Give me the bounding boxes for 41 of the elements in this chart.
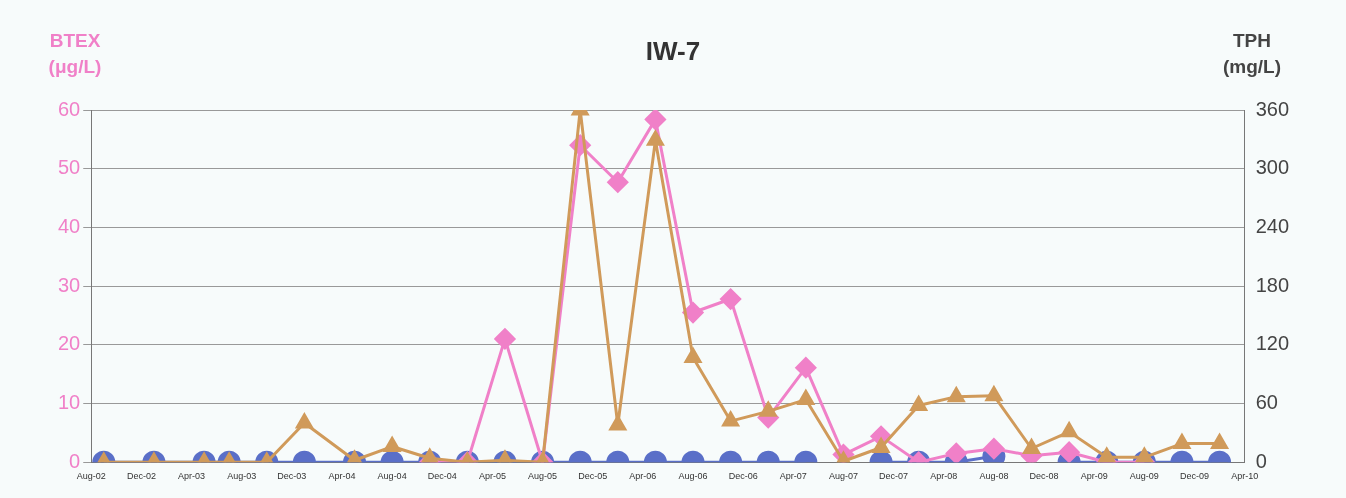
- x-tick-label: Apr-03: [178, 471, 206, 482]
- x-tick-label: Dec-09: [1179, 471, 1209, 482]
- x-tick-label: Apr-06: [629, 471, 657, 482]
- x-tick-label: Apr-08: [930, 471, 958, 482]
- x-tick-label: Dec-05: [578, 471, 608, 482]
- y2-tick-label: 120: [1255, 332, 1290, 355]
- x-tick-label: Dec-03: [277, 471, 307, 482]
- y-tick-label: 60: [58, 97, 81, 120]
- y-tick-label: 30: [58, 273, 81, 296]
- x-tick-label: Apr-04: [328, 471, 356, 482]
- y2-axis-title: TPH (mg/L): [1221, 29, 1282, 79]
- x-tick-label: Aug-08: [979, 471, 1009, 482]
- y2-tick-label: 60: [1255, 391, 1278, 414]
- y-tick-label: 10: [58, 391, 81, 414]
- x-tick-label: Apr-09: [1080, 471, 1108, 482]
- y-tick-label: 0: [69, 449, 81, 472]
- x-tick-label: Apr-05: [478, 471, 506, 482]
- x-tick-label: Aug-04: [377, 471, 407, 482]
- x-tick-label: Aug-03: [227, 471, 257, 482]
- y2-tick-label: 240: [1255, 214, 1290, 237]
- x-tick-label: Dec-02: [126, 471, 156, 482]
- x-tick-label: Aug-02: [76, 471, 106, 482]
- x-tick-label: Aug-06: [678, 471, 708, 482]
- y2-tick-label: 360: [1255, 97, 1290, 120]
- x-tick-label: Dec-08: [1029, 471, 1059, 482]
- y2-tick-label: 180: [1255, 273, 1290, 296]
- x-tick-label: Aug-09: [1129, 471, 1159, 482]
- x-tick-label: Aug-05: [528, 471, 558, 482]
- y-axis-title: BTEX (μg/L): [47, 29, 103, 79]
- x-tick-label: Apr-10: [1231, 471, 1259, 482]
- y-tick-label: 20: [58, 332, 81, 355]
- chart-title: IW-7: [645, 36, 701, 66]
- x-tick-label: Dec-04: [427, 471, 457, 482]
- x-tick-label: Dec-06: [728, 471, 758, 482]
- x-tick-label: Dec-07: [879, 471, 909, 482]
- x-tick-label: Apr-07: [779, 471, 807, 482]
- x-tick-label: Aug-07: [828, 471, 858, 482]
- y2-tick-label: 0: [1255, 449, 1267, 472]
- y-tick-label: 40: [58, 214, 81, 237]
- y2-tick-label: 300: [1255, 156, 1290, 179]
- y-tick-label: 50: [58, 156, 81, 179]
